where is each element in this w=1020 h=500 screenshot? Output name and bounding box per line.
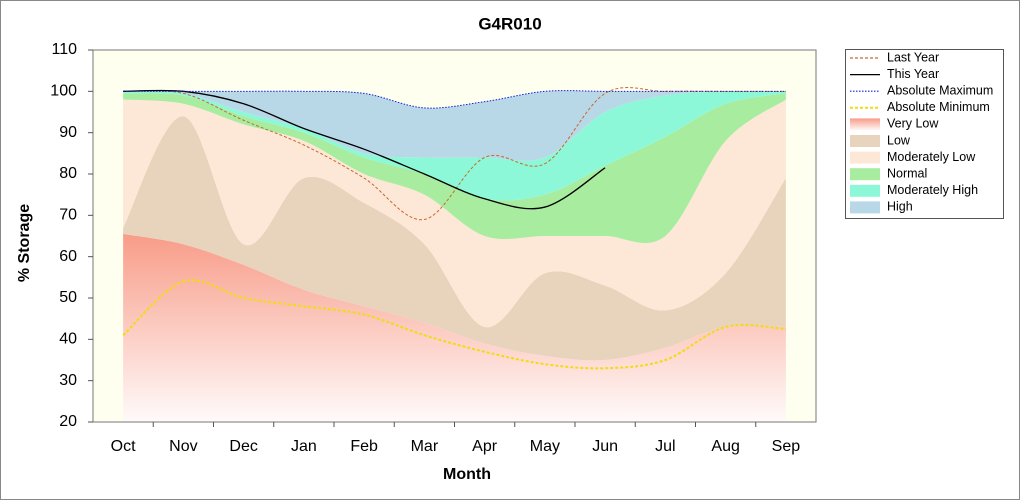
y-tick-label: 100	[50, 83, 77, 100]
legend-swatch	[850, 168, 880, 181]
legend-swatch	[850, 201, 880, 214]
x-tick-label: Mar	[411, 438, 439, 455]
chart-title: G4R010	[478, 14, 541, 33]
y-tick-label: 40	[59, 331, 77, 348]
band-area	[123, 99, 786, 328]
x-tick-label: Jul	[655, 438, 675, 455]
y-axis-label: % Storage	[16, 204, 33, 282]
band-area	[123, 116, 786, 361]
y-tick-label: 70	[59, 207, 77, 224]
x-tick-label: Oct	[111, 438, 136, 455]
plot-area	[122, 87, 786, 422]
x-tick-label: Feb	[350, 438, 378, 455]
legend-label: Normal	[887, 166, 927, 180]
band-area	[123, 233, 786, 422]
legend-label: Absolute Maximum	[887, 83, 993, 97]
legend-swatch	[850, 184, 880, 197]
legend-label: High	[887, 200, 913, 214]
x-tick-label: Apr	[472, 438, 498, 455]
legend-label: Last Year	[887, 50, 939, 64]
x-tick-label: May	[530, 438, 560, 455]
x-tick-label: Dec	[229, 438, 257, 455]
x-tick-label: Nov	[169, 438, 197, 455]
y-tick-label: 80	[59, 165, 77, 182]
y-tick-label: 90	[59, 124, 77, 141]
y-tick-label: 20	[59, 413, 77, 430]
x-tick-label: Aug	[711, 438, 739, 455]
legend-swatch	[850, 118, 880, 131]
band-area	[123, 91, 786, 201]
legend-label: This Year	[887, 67, 939, 81]
series-line	[123, 89, 606, 210]
y-tick-label: 60	[59, 248, 77, 265]
series-line	[123, 90, 786, 109]
x-tick-label: Jun	[592, 438, 618, 455]
y-tick-label: 50	[59, 289, 77, 306]
legend-swatch	[850, 151, 880, 164]
band-area	[123, 90, 786, 161]
band-area	[123, 93, 786, 244]
legend-label: Absolute Minimum	[887, 100, 990, 114]
x-tick-label: Sep	[772, 438, 801, 455]
legend-label: Moderately Low	[887, 150, 976, 164]
x-tick-label: Jan	[291, 438, 317, 455]
legend-label: Very Low	[887, 117, 939, 131]
legend-label: Low	[887, 133, 911, 147]
legend-label: Moderately High	[887, 183, 978, 197]
y-tick-label: 110	[51, 41, 77, 58]
legend-swatch	[850, 135, 880, 147]
series-line	[123, 87, 786, 220]
y-tick-label: 30	[59, 372, 77, 389]
x-axis-label: Month	[443, 466, 491, 483]
